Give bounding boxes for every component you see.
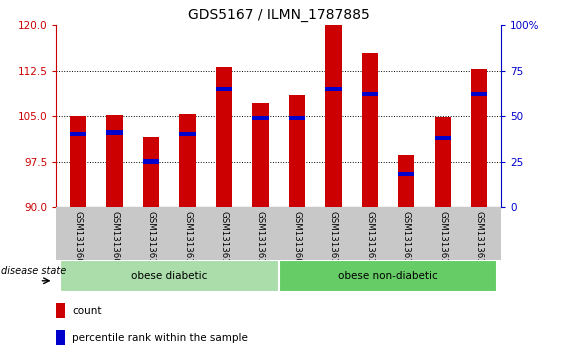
Text: obese diabetic: obese diabetic xyxy=(131,271,208,281)
Text: GSM1313616: GSM1313616 xyxy=(220,211,229,269)
Bar xyxy=(471,92,488,97)
Text: GSM1313608: GSM1313608 xyxy=(292,211,301,269)
Bar xyxy=(70,132,86,136)
Bar xyxy=(143,159,159,164)
Bar xyxy=(435,136,451,140)
Bar xyxy=(180,132,196,136)
Bar xyxy=(216,87,232,91)
Text: GSM1313607: GSM1313607 xyxy=(74,211,83,269)
Bar xyxy=(252,116,269,120)
Text: GSM1313615: GSM1313615 xyxy=(438,211,447,269)
Bar xyxy=(361,92,378,97)
Bar xyxy=(289,116,305,120)
Bar xyxy=(398,155,414,207)
Bar xyxy=(56,303,65,318)
Text: GSM1313609: GSM1313609 xyxy=(110,211,119,269)
Bar xyxy=(252,103,269,207)
Text: GSM1313618: GSM1313618 xyxy=(256,211,265,269)
Text: percentile rank within the sample: percentile rank within the sample xyxy=(72,333,248,343)
Text: GSM1313617: GSM1313617 xyxy=(475,211,484,269)
Bar xyxy=(106,130,123,135)
Bar xyxy=(60,260,279,292)
Text: GSM1313614: GSM1313614 xyxy=(402,211,411,269)
Bar xyxy=(435,117,451,207)
Text: GSM1313610: GSM1313610 xyxy=(146,211,155,269)
Bar xyxy=(398,172,414,176)
Text: obese non-diabetic: obese non-diabetic xyxy=(338,271,438,281)
Bar xyxy=(289,95,305,207)
Bar xyxy=(106,115,123,207)
Text: disease state: disease state xyxy=(1,266,66,276)
Bar xyxy=(471,69,488,207)
Text: GSM1313613: GSM1313613 xyxy=(365,211,374,269)
Text: GSM1313611: GSM1313611 xyxy=(183,211,192,269)
Text: GSM1313612: GSM1313612 xyxy=(329,211,338,269)
Bar xyxy=(56,330,65,345)
Bar xyxy=(180,114,196,207)
Bar xyxy=(216,66,232,207)
Bar xyxy=(143,137,159,207)
Bar xyxy=(70,115,86,207)
Bar xyxy=(279,260,498,292)
Bar xyxy=(325,25,342,207)
Bar xyxy=(361,53,378,207)
Bar xyxy=(325,87,342,91)
Text: count: count xyxy=(72,306,102,316)
Title: GDS5167 / ILMN_1787885: GDS5167 / ILMN_1787885 xyxy=(188,8,369,22)
